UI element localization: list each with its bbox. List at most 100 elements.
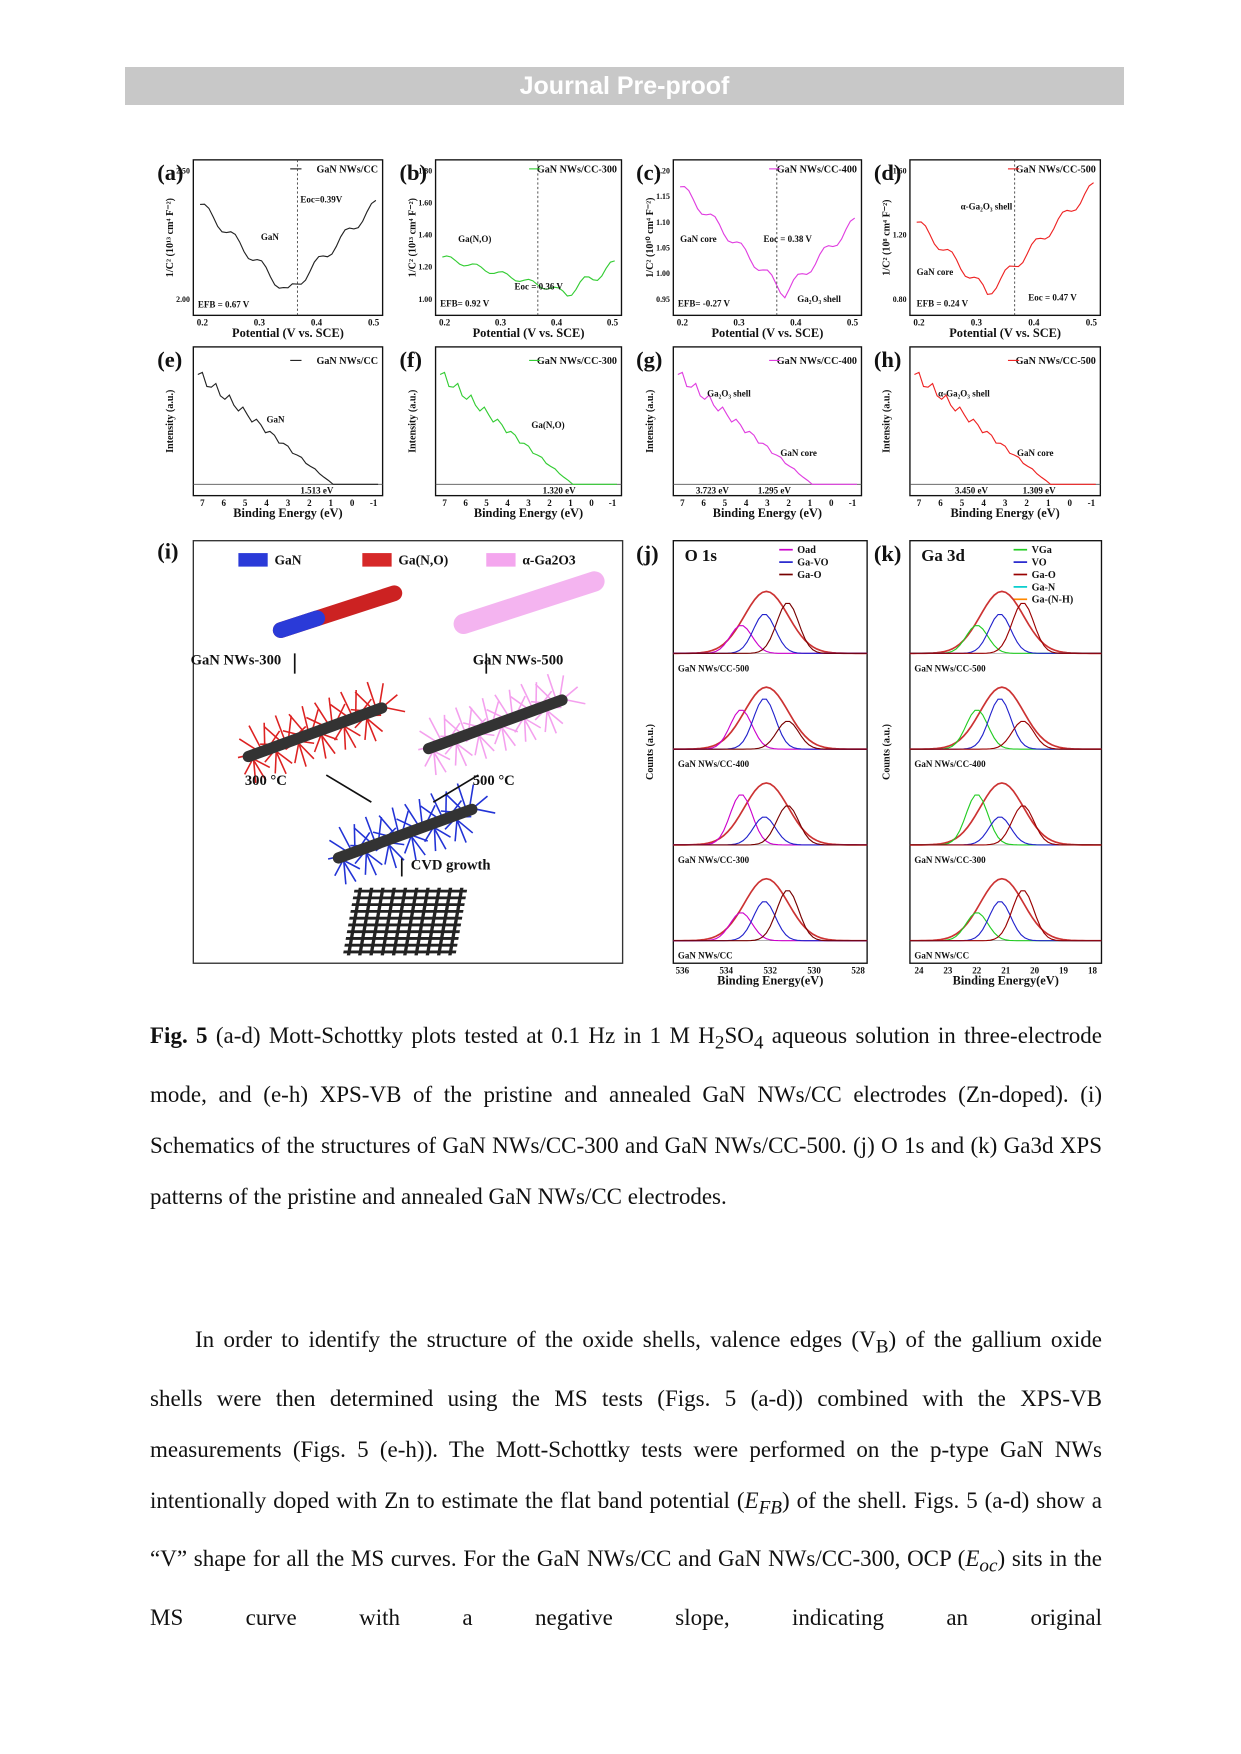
label: 5	[243, 498, 248, 508]
label: EFB= -0.27 V	[678, 298, 731, 308]
sub: 4	[753, 1032, 764, 1054]
label: GaN NWs-300	[191, 653, 282, 669]
arrow	[325, 774, 372, 803]
symbol: E	[965, 1546, 980, 1572]
label: (c)	[636, 160, 661, 185]
label: 2.00	[176, 295, 190, 304]
label: (i)	[157, 539, 178, 564]
label: 4	[981, 498, 986, 508]
label: 1.10	[656, 218, 670, 227]
label: 23	[943, 965, 953, 975]
label: 0.5	[847, 317, 859, 327]
label: GaN NWs/CC-400	[777, 164, 857, 175]
label: (a)	[157, 160, 183, 185]
curve	[680, 186, 856, 299]
label: 2	[1024, 498, 1029, 508]
label: 1/C² (10¹³ cm⁴ F⁻²)	[165, 198, 176, 277]
label: 0.4	[311, 317, 323, 327]
label: O 1s	[685, 546, 718, 565]
label: Eoc=0.39V	[300, 195, 342, 205]
nanowire	[453, 571, 605, 635]
label: Ga-(N-H)	[1032, 595, 1074, 606]
component	[673, 709, 868, 750]
label: 4	[505, 498, 510, 508]
curve	[916, 182, 1094, 296]
label: GaN NWs/CC	[914, 951, 969, 961]
label: 24	[914, 965, 924, 975]
legend-swatch	[486, 553, 516, 567]
label: Counts (a.u.)	[645, 724, 656, 780]
label: Binding Energy (eV)	[474, 506, 583, 520]
label: GaN NWs/CC-500	[678, 663, 750, 673]
component	[673, 901, 868, 942]
label: EFB = 0.24 V	[917, 298, 969, 308]
label: -1	[849, 498, 857, 508]
legend-swatch	[238, 553, 268, 567]
label: (h)	[874, 347, 902, 372]
label: Binding Energy (eV)	[233, 506, 342, 520]
label: 6	[701, 498, 706, 508]
component	[909, 720, 1102, 750]
label: 18	[1088, 965, 1098, 975]
sub: oc	[979, 1556, 997, 1577]
label: 1	[808, 498, 813, 508]
component	[673, 816, 868, 846]
caption: Fig. 5 (a-d) Mott-Schottky plots tested …	[150, 1010, 1102, 1222]
label: 1.295 eV	[758, 485, 791, 495]
label: Ga-VO	[797, 557, 828, 568]
label: 0.2	[677, 317, 689, 327]
label: (e)	[157, 347, 182, 372]
label: Ga 3d	[921, 546, 965, 565]
label: EFB = 0.67 V	[198, 299, 250, 309]
label: (d)	[874, 160, 902, 185]
label: Eoc = 0.47 V	[1028, 293, 1077, 303]
component	[673, 805, 868, 846]
label: GaN NWs/CC-500	[1016, 164, 1096, 175]
label: 7	[917, 498, 922, 508]
fiber	[332, 803, 478, 864]
label: 2	[786, 498, 791, 508]
text: SO	[724, 1023, 754, 1048]
nanowire-brush	[418, 673, 586, 776]
paragraph: In order to identify the structure of th…	[150, 1314, 1102, 1643]
label: Ga-N	[1032, 582, 1056, 593]
label: 0.3	[254, 317, 266, 327]
label: -1	[609, 498, 617, 508]
label: 0.2	[439, 317, 451, 327]
label: GaN NWs/CC-400	[678, 759, 750, 769]
label: 1.60	[893, 166, 907, 175]
plot-frame	[672, 159, 863, 317]
label: GaN core	[917, 267, 954, 277]
label: GaN NWs/CC	[316, 164, 378, 175]
label: 1	[329, 498, 334, 508]
label: 528	[851, 965, 865, 975]
label: 0.4	[551, 317, 563, 327]
plot-frame	[434, 346, 623, 497]
label: Binding Energy(eV)	[953, 974, 1059, 988]
label: Potential (V vs. SCE)	[473, 326, 585, 340]
label: 3.723 eV	[696, 485, 729, 495]
label: 0	[350, 498, 355, 508]
label: Intensity (a.u.)	[165, 390, 176, 453]
curve	[677, 371, 857, 485]
label: 2.50	[176, 166, 190, 175]
label: -1	[370, 498, 378, 508]
label: Binding Energy (eV)	[950, 506, 1059, 520]
nanowire	[272, 585, 403, 639]
label: 0.3	[971, 317, 983, 327]
label: GaN	[274, 552, 301, 567]
label: VGa	[1032, 545, 1052, 556]
label: 7	[442, 498, 447, 508]
label: 534	[720, 965, 734, 975]
label: α-Ga₂O₃ shell	[961, 201, 1013, 211]
label: 0.3	[733, 317, 745, 327]
label: 21	[1001, 965, 1011, 975]
label: Ga(N,O)	[398, 552, 448, 568]
label: 1.15	[656, 192, 670, 201]
label: 19	[1059, 965, 1069, 975]
schematic-frame	[192, 540, 624, 964]
label: GaN NWs/CC-400	[777, 356, 857, 367]
label: 0.5	[368, 317, 380, 327]
label: 7	[200, 498, 205, 508]
label: 6	[463, 498, 468, 508]
